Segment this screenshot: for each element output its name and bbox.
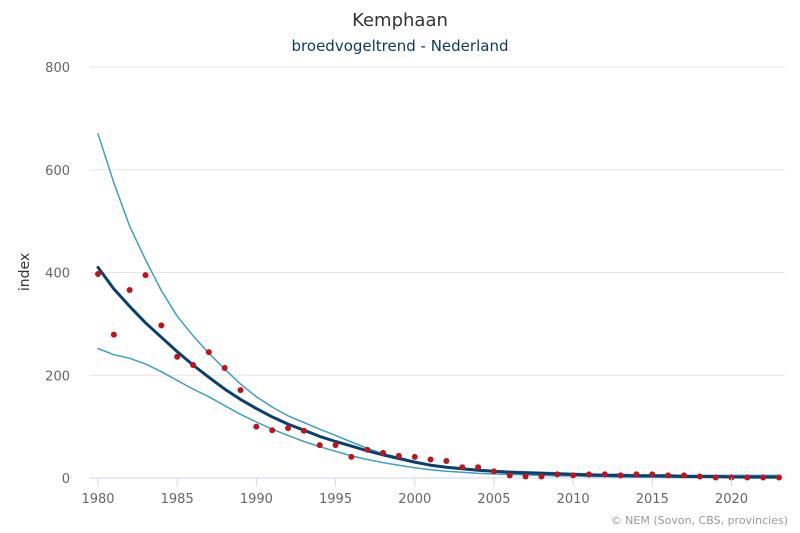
x-tick-label-2000: 2000 <box>398 492 431 507</box>
observed-point-1984 <box>158 322 165 329</box>
observed-point-2011 <box>585 471 592 478</box>
observed-point-1995 <box>332 442 339 449</box>
chart-title: Kemphaan <box>352 10 448 31</box>
observed-point-1994 <box>316 442 323 449</box>
x-tick-label-2005: 2005 <box>477 492 510 507</box>
y-tick-label-0: 0 <box>62 472 70 487</box>
observed-point-1980 <box>95 271 101 278</box>
chart-subtitle: broedvogeltrend - Nederland <box>291 37 509 55</box>
y-tick-label-400: 400 <box>45 267 70 282</box>
observed-point-1989 <box>237 387 244 394</box>
observed-point-1997 <box>364 446 371 453</box>
observed-point-2013 <box>617 472 624 479</box>
observed-point-1992 <box>285 425 292 432</box>
x-axis: 1980 1985 1990 1995 2000 2005 2010 2015 2020 <box>81 478 748 507</box>
y-tick-label-200: 200 <box>45 369 70 384</box>
observed-point-1982 <box>126 286 133 293</box>
observed-point-2018 <box>696 473 703 480</box>
x-tick-label-1985: 1985 <box>161 492 194 507</box>
observed-point-2020 <box>728 474 735 481</box>
x-tick-label-1990: 1990 <box>240 492 273 507</box>
credits-text: © NEM (Sovon, CBS, provincies) <box>610 514 788 527</box>
observed-point-1996 <box>348 453 355 460</box>
observed-points <box>95 271 782 481</box>
observed-point-2008 <box>538 473 545 480</box>
x-tick-label-1995: 1995 <box>319 492 352 507</box>
observed-point-2006 <box>506 472 513 479</box>
x-tick-label-2015: 2015 <box>636 492 669 507</box>
observed-point-1991 <box>269 427 276 434</box>
y-axis-title: index <box>17 253 33 291</box>
observed-point-2004 <box>475 464 482 471</box>
observed-point-1998 <box>380 449 387 456</box>
trend-line-group <box>96 265 781 479</box>
observed-point-1999 <box>395 452 402 459</box>
y-axis: 0 200 400 600 800 <box>45 61 70 487</box>
observed-point-2001 <box>427 456 434 463</box>
y-tick-label-600: 600 <box>45 164 70 179</box>
observed-point-2015 <box>649 471 656 478</box>
observed-point-1985 <box>174 353 181 360</box>
observed-point-2000 <box>411 453 418 460</box>
observed-point-2010 <box>570 472 577 479</box>
lower-confidence-line <box>97 347 780 479</box>
x-tick-label-1980: 1980 <box>81 492 114 507</box>
observed-point-2002 <box>443 458 450 465</box>
observed-point-2019 <box>712 474 719 481</box>
observed-point-1988 <box>221 365 228 372</box>
observed-point-1990 <box>253 423 260 430</box>
gridlines <box>90 66 785 479</box>
observed-point-2012 <box>601 471 608 478</box>
observed-point-2021 <box>744 474 751 481</box>
observed-point-2023 <box>776 474 782 481</box>
observed-point-2009 <box>554 471 561 478</box>
observed-point-2005 <box>490 468 497 475</box>
observed-point-2017 <box>680 472 687 479</box>
observed-point-1981 <box>110 331 117 338</box>
trend-line <box>96 265 781 479</box>
upper-confidence-line <box>97 133 780 477</box>
x-tick-label-2010: 2010 <box>557 492 590 507</box>
observed-point-2014 <box>633 471 640 478</box>
observed-point-1993 <box>300 427 307 434</box>
observed-point-2007 <box>522 473 529 480</box>
y-tick-label-800: 800 <box>45 61 70 76</box>
confidence-lines <box>97 133 780 479</box>
observed-point-2003 <box>459 464 466 471</box>
x-tick-label-2020: 2020 <box>715 492 748 507</box>
observed-point-2016 <box>665 472 672 479</box>
observed-point-1983 <box>142 272 149 279</box>
observed-point-1987 <box>205 349 212 356</box>
observed-point-2022 <box>760 474 767 481</box>
observed-point-1986 <box>190 361 197 368</box>
